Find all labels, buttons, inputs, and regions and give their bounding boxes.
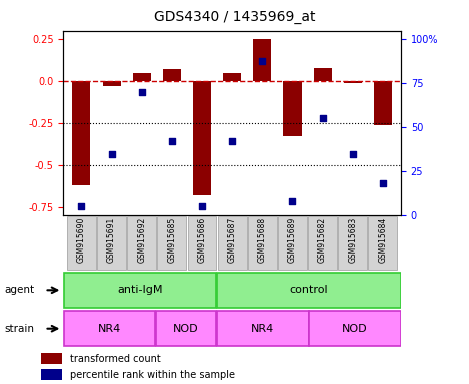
Bar bbox=[41, 353, 62, 364]
Text: GSM915689: GSM915689 bbox=[288, 217, 297, 263]
Point bbox=[198, 203, 206, 209]
Bar bbox=[97, 215, 126, 270]
Text: GDS4340 / 1435969_at: GDS4340 / 1435969_at bbox=[154, 10, 315, 23]
Bar bbox=[41, 369, 62, 381]
Text: agent: agent bbox=[5, 285, 35, 295]
Bar bbox=[133, 73, 151, 81]
Point bbox=[138, 89, 145, 95]
Text: NOD: NOD bbox=[173, 324, 199, 334]
Bar bbox=[218, 215, 247, 270]
Bar bbox=[193, 81, 211, 195]
Text: GSM915684: GSM915684 bbox=[378, 217, 387, 263]
Point bbox=[289, 198, 296, 204]
Text: percentile rank within the sample: percentile rank within the sample bbox=[70, 370, 235, 380]
Bar bbox=[72, 81, 91, 185]
Bar bbox=[308, 215, 337, 270]
Text: GSM915690: GSM915690 bbox=[77, 217, 86, 263]
Bar bbox=[374, 81, 392, 124]
Bar bbox=[338, 215, 367, 270]
Point bbox=[228, 138, 236, 144]
Bar bbox=[64, 273, 217, 308]
Point bbox=[108, 151, 115, 157]
Bar bbox=[223, 73, 241, 81]
Text: control: control bbox=[289, 285, 328, 295]
Bar bbox=[163, 69, 181, 81]
Text: NR4: NR4 bbox=[98, 324, 121, 334]
Bar bbox=[309, 311, 401, 346]
Bar bbox=[127, 215, 156, 270]
Bar bbox=[188, 215, 217, 270]
Bar bbox=[369, 215, 397, 270]
Bar bbox=[64, 311, 155, 346]
Text: GSM915691: GSM915691 bbox=[107, 217, 116, 263]
Text: NOD: NOD bbox=[342, 324, 368, 334]
Point bbox=[78, 203, 85, 209]
Point bbox=[349, 151, 356, 157]
Bar bbox=[344, 81, 362, 83]
Text: GSM915692: GSM915692 bbox=[137, 217, 146, 263]
Bar bbox=[314, 68, 332, 81]
Bar bbox=[103, 81, 121, 86]
Text: strain: strain bbox=[5, 324, 35, 334]
Text: transformed count: transformed count bbox=[70, 354, 161, 364]
Text: GSM915685: GSM915685 bbox=[167, 217, 176, 263]
Bar bbox=[217, 311, 309, 346]
Point bbox=[168, 138, 175, 144]
Bar bbox=[156, 311, 217, 346]
Text: GSM915682: GSM915682 bbox=[318, 217, 327, 263]
Text: GSM915686: GSM915686 bbox=[197, 217, 206, 263]
Text: GSM915687: GSM915687 bbox=[227, 217, 237, 263]
Text: GSM915688: GSM915688 bbox=[258, 217, 267, 263]
Bar bbox=[248, 215, 277, 270]
Bar bbox=[283, 81, 302, 136]
Point bbox=[319, 116, 326, 122]
Bar bbox=[67, 215, 96, 270]
Point bbox=[258, 58, 266, 64]
Bar bbox=[253, 39, 272, 81]
Text: NR4: NR4 bbox=[251, 324, 274, 334]
Point bbox=[379, 180, 386, 187]
Text: anti-IgM: anti-IgM bbox=[117, 285, 163, 295]
Text: GSM915683: GSM915683 bbox=[348, 217, 357, 263]
Bar bbox=[217, 273, 401, 308]
Bar bbox=[158, 215, 186, 270]
Bar bbox=[278, 215, 307, 270]
